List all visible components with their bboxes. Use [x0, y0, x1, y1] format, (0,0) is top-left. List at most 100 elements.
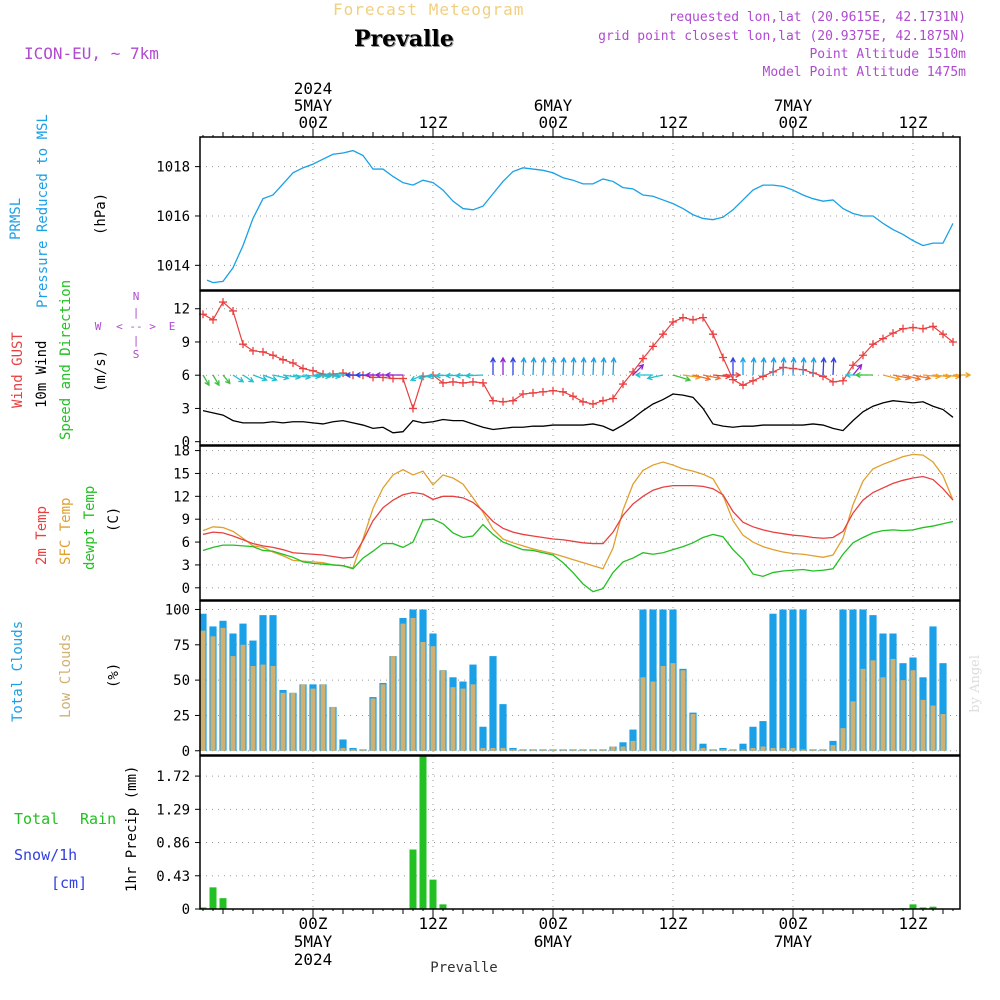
temperature-ytick-label: 15: [173, 466, 190, 482]
temperature-frame: [199, 445, 961, 601]
gust-marker: [829, 377, 837, 386]
low-cloud-bar: [560, 749, 566, 751]
wind-arrow: [634, 372, 653, 378]
wind-arrow: [953, 372, 972, 378]
low-cloud-bar: [920, 699, 926, 751]
gust-marker: [839, 376, 847, 385]
bottom-time-label-0-0: 00Z: [299, 914, 328, 933]
total-cloud-bar: [479, 726, 487, 751]
low-cloud-bar: [680, 670, 686, 751]
low-cloud-bar: [240, 644, 246, 751]
clouds-ytick-label: 0: [182, 744, 190, 760]
wind-arrow: [252, 374, 268, 382]
total-cloud-bar: [839, 609, 847, 751]
wind-arrow: [790, 356, 797, 376]
low-cloud-bar: [690, 714, 696, 751]
low-cloud-bar: [210, 636, 216, 751]
wind-arrow: [409, 374, 424, 382]
gust-marker: [329, 370, 337, 379]
clouds-ytick-label: 75: [173, 638, 190, 654]
compass-up: |: [133, 306, 140, 319]
wind-arrow: [242, 374, 255, 383]
low-cloud-bar: [540, 749, 546, 751]
total-cloud-bar: [789, 609, 797, 751]
rain-bar: [929, 906, 937, 909]
wind-unit: (m/s): [93, 350, 109, 392]
low-cloud-bar: [500, 747, 506, 751]
bottom-time-label-0-2: 2024: [294, 950, 333, 969]
gust-marker: [409, 404, 417, 413]
low-cloud-bar: [360, 749, 366, 751]
precip-cm-label: [cm]: [51, 874, 87, 892]
rain-bar: [439, 904, 447, 909]
wind-arrow: [632, 363, 645, 376]
wind-arrow: [500, 356, 506, 375]
low-cloud-bar: [840, 728, 846, 751]
wind-arrow: [770, 356, 777, 376]
gust-marker: [279, 355, 287, 364]
low-cloud-bar: [880, 677, 886, 751]
gust-marker: [259, 347, 267, 356]
wind-arrow: [262, 374, 278, 382]
wind-arrow: [490, 356, 496, 375]
low-cloud-bar: [930, 705, 936, 751]
low-cloud-bar: [450, 687, 456, 751]
model-name: ICON-EU, ~ 7km: [24, 44, 159, 63]
gust-marker: [689, 315, 697, 324]
gust-marker: [929, 322, 937, 331]
low-cloud-bar: [820, 749, 826, 751]
temp-sfc-label: SFC Temp: [58, 498, 74, 565]
total-cloud-bar: [339, 739, 347, 751]
gust-marker: [459, 378, 467, 387]
precip-total-label: Total: [14, 810, 59, 828]
low-cloud-bar: [570, 749, 576, 751]
gust-marker: [569, 392, 577, 401]
temperature-ytick-label: 18: [173, 444, 190, 460]
temp-line-2: [202, 518, 954, 593]
bottom-time-label-3-0: 12Z: [659, 914, 688, 933]
wind-arrow: [852, 363, 863, 376]
wind-arrow: [232, 374, 245, 383]
low-cloud-bar: [460, 688, 466, 751]
gust-marker: [939, 330, 947, 339]
location-name: Prevalle: [354, 26, 454, 52]
clouds-frame: [199, 600, 961, 756]
total-cloud-bar: [939, 663, 947, 751]
low-cloud-bar: [410, 617, 416, 751]
gust-marker: [579, 397, 587, 406]
gust-marker: [559, 387, 567, 396]
total-cloud-bar: [649, 609, 657, 751]
compass-s: S: [133, 348, 140, 361]
gust-marker: [389, 374, 397, 383]
low-cloud-bar: [730, 749, 736, 751]
precip-ytick-label: 1.72: [156, 769, 190, 785]
low-cloud-bar: [810, 749, 816, 751]
total-cloud-bar: [489, 656, 497, 751]
wind-arrow: [646, 374, 664, 381]
low-cloud-bar: [340, 747, 346, 751]
wind-arrow: [520, 356, 527, 376]
wind-arrow: [692, 374, 712, 382]
low-cloud-bar: [600, 749, 606, 751]
total-cloud-bar: [749, 726, 757, 751]
gridpoint-coords: grid point closest lon,lat (20.9375E, 42…: [598, 29, 966, 44]
wind-arrow: [723, 372, 742, 378]
gust-marker: [859, 351, 867, 360]
low-cloud-bar: [280, 692, 286, 751]
clouds-ytick-label: 25: [173, 708, 190, 724]
low-cloud-bar: [890, 658, 896, 751]
gust-marker: [399, 374, 407, 383]
low-cloud-bar: [630, 740, 636, 751]
low-cloud-bar: [310, 688, 316, 751]
total-cloud-bar: [699, 743, 707, 751]
gust-marker: [209, 315, 217, 324]
total-cloud-bar: [929, 626, 937, 751]
gust-marker: [909, 323, 917, 332]
gust-marker: [249, 346, 257, 355]
precip-snow-label: Snow/1h: [14, 846, 77, 864]
compass-e: E: [169, 320, 176, 333]
wind-arrow: [222, 374, 231, 385]
gust-marker: [319, 370, 327, 379]
wind-arrow: [212, 374, 220, 387]
low-cloud-bar: [230, 656, 236, 751]
